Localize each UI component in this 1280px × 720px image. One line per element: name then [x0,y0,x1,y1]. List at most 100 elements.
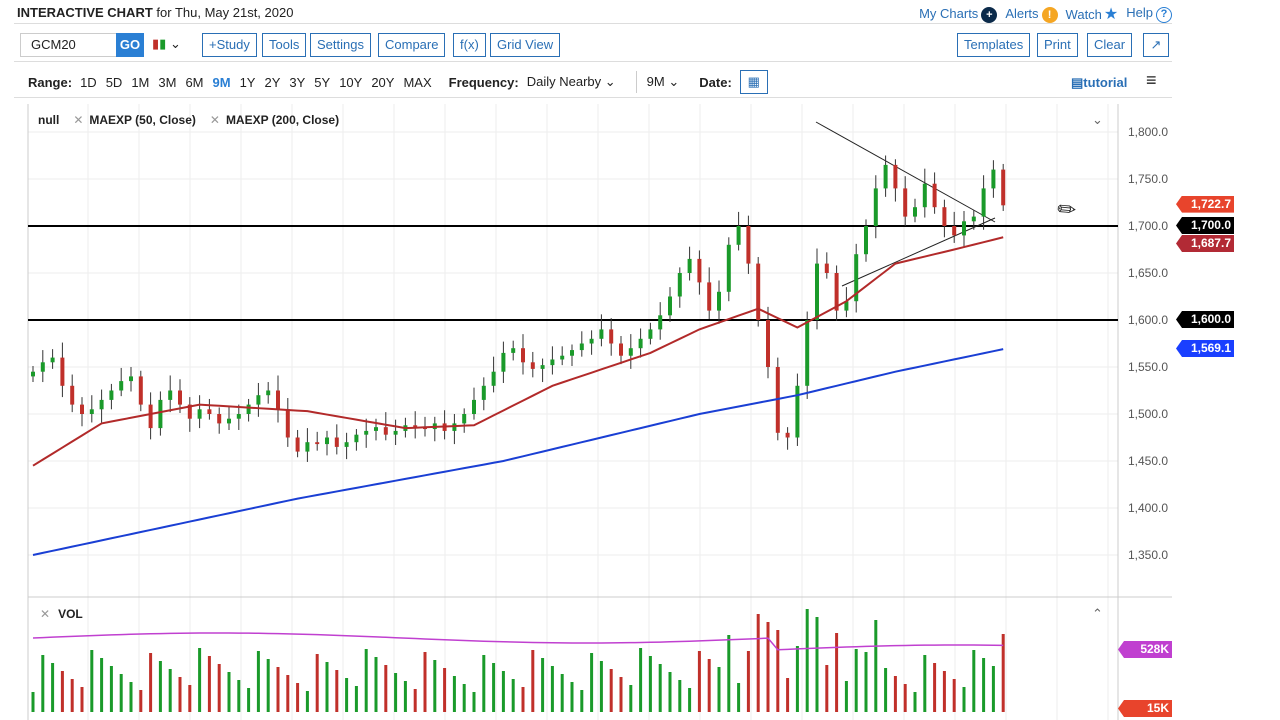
candle [334,437,339,447]
volume-bar [492,663,496,712]
templates-button[interactable]: Templates [957,33,1031,57]
volume-bar [717,667,721,712]
range-option-9m[interactable]: 9M [212,74,231,90]
candle [668,296,672,316]
volume-bar [668,672,672,712]
watch-link[interactable]: Watch ★ [1065,6,1119,23]
candle [697,258,702,283]
frequency-dropdown[interactable]: Daily Nearby ⌄ [526,74,616,89]
volume-bar [501,671,505,712]
volume-bar [188,685,192,712]
volume-bar [531,650,535,712]
remove-study-icon[interactable]: ✕ [73,113,84,127]
volume-bar [168,669,172,712]
candle [628,348,633,356]
candle [805,320,810,386]
divider [635,71,637,93]
study-button[interactable]: +Study [202,33,257,57]
my-charts-link[interactable]: My Charts + [919,6,998,23]
grid-view-button[interactable]: Grid View [490,33,561,57]
volume-bar [178,677,182,712]
volume-bar [982,658,986,712]
volume-bar [639,648,643,712]
remove-study-icon[interactable]: ✕ [209,113,220,127]
candle [99,399,104,410]
volume-ma-line [32,632,1004,651]
range-option-6m[interactable]: 6M [185,74,204,90]
settings-button[interactable]: Settings [310,33,371,57]
candle [481,385,486,400]
go-button[interactable]: GO [116,33,144,57]
range-option-1y[interactable]: 1Y [239,74,256,90]
period-dropdown[interactable]: 9M ⌄ [646,74,680,89]
range-option-5y[interactable]: 5Y [314,74,331,90]
tools-button[interactable]: Tools [262,33,307,57]
volume-bar [521,687,525,712]
candle [109,390,114,400]
volume-bar [305,691,309,712]
candle [687,258,692,273]
candle [815,263,819,320]
clear-button[interactable]: Clear [1087,33,1133,57]
range-option-1m[interactable]: 1M [131,74,150,90]
candle [570,350,574,356]
volume-bar [325,662,329,712]
candle [344,442,349,447]
range-option-3m[interactable]: 3M [158,74,177,90]
remove-study-icon[interactable]: ✕ [40,607,51,621]
volume-bar [795,646,799,712]
menu-icon[interactable]: ≡ [1146,70,1157,90]
volume-bar [139,690,143,712]
candle [197,409,202,419]
volume-bar [590,653,594,712]
star-icon: ★ [1103,6,1119,23]
candle [148,404,153,429]
tutorial-link[interactable]: ▤tutorial [1071,75,1128,90]
volume-bar [158,661,162,712]
volume-bar [648,656,652,712]
range-option-5d[interactable]: 5D [105,74,123,90]
candle [913,207,917,217]
range-option-max[interactable]: MAX [403,74,432,90]
help-link[interactable]: Help? [1126,5,1172,23]
candle [266,390,271,396]
volume-bar [345,678,349,712]
volume-bar [629,685,633,712]
volume-bar [511,679,515,712]
volume-bar [835,633,839,712]
film-icon: ▤ [1071,75,1084,90]
candle [795,385,800,438]
range-option-3y[interactable]: 3Y [289,74,306,90]
volume-bar [80,687,84,712]
volume-bar [815,617,819,712]
collapse-chevron-icon[interactable]: ⌄ [1092,112,1103,127]
range-option-10y[interactable]: 10Y [339,74,363,90]
volume-bar [70,679,74,712]
print-button[interactable]: Print [1037,33,1078,57]
y-tick-label: 1,550.0 [1128,360,1168,374]
expand-chevron-icon[interactable]: ⌃ [1092,606,1103,621]
volume-bar [619,677,623,712]
candle [883,164,888,189]
candle [589,338,594,344]
expand-button[interactable]: ↗ [1143,33,1169,57]
volume-bar [805,609,809,712]
candle [168,390,173,400]
compare-button[interactable]: Compare [378,33,446,57]
chevron-down-icon: ⌄ [169,36,181,51]
volume-bar [707,659,711,712]
alerts-link[interactable]: Alerts! [1005,6,1058,23]
volume-bar [844,681,848,712]
volume-bar [256,651,260,712]
calendar-button[interactable]: ▦ [739,70,768,94]
range-option-2y[interactable]: 2Y [264,74,281,90]
candle [305,442,310,452]
volume-bar [129,682,133,712]
candle [60,357,65,386]
range-option-1d[interactable]: 1D [80,74,97,90]
range-option-20y[interactable]: 20Y [371,74,395,90]
fx-button[interactable]: f(x) [453,33,486,57]
volume-bar [854,649,858,712]
chart-type-dropdown[interactable]: ▮▮ ⌄ [152,36,181,51]
